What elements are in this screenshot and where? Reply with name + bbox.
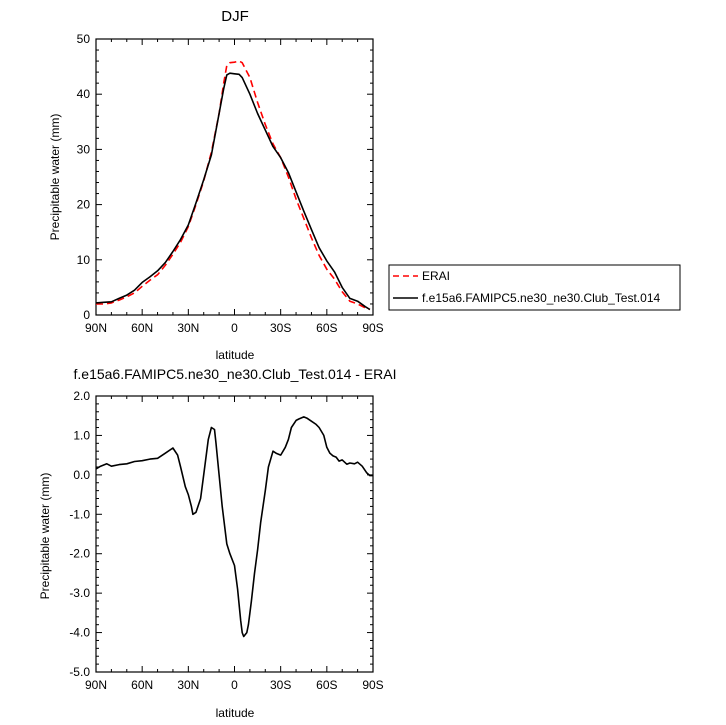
legend-label-erai: ERAI xyxy=(422,269,450,283)
top-chart-xtick-label: 60N xyxy=(131,321,153,335)
bottom-chart-title: f.e15a6.FAMIPC5.ne30_ne30.Club_Test.014 … xyxy=(74,366,397,382)
legend: ERAI f.e15a6.FAMIPC5.ne30_ne30.Club_Test… xyxy=(388,264,681,311)
bottom-chart-xtick-label: 60N xyxy=(131,678,153,692)
top-chart-plot-area: 90N 60N 30N 0 30S 60S 90S 0 10 20 30 40 50 xyxy=(77,32,384,335)
top-chart-xtick-label: 60S xyxy=(316,321,337,335)
bottom-chart-ytick-label: 0.0 xyxy=(73,468,90,482)
top-chart-xtick-label: 30S xyxy=(270,321,291,335)
bottom-chart-ytick-label: -3.0 xyxy=(69,586,90,600)
top-chart-xtick-label: 90N xyxy=(85,321,107,335)
bottom-chart-ylabel: Precipitable water (mm) xyxy=(38,473,52,600)
bottom-chart-ytick-label: -4.0 xyxy=(69,626,90,640)
top-chart-frame xyxy=(95,38,374,316)
bottom-chart-xtick-label: 60S xyxy=(316,678,337,692)
legend-box xyxy=(388,264,681,311)
top-chart-ytick-label: 30 xyxy=(77,142,91,156)
top-chart-xtick-label: 90S xyxy=(362,321,383,335)
bottom-chart-ytick-label: -1.0 xyxy=(69,507,90,521)
top-chart-xtick-label: 0 xyxy=(231,321,238,335)
bottom-chart-series-line-0 xyxy=(95,416,373,638)
legend-label-model: f.e15a6.FAMIPC5.ne30_ne30.Club_Test.014 xyxy=(422,291,660,305)
bottom-chart-ytick-label: 2.0 xyxy=(73,389,90,403)
top-chart-xtick-label: 30N xyxy=(177,321,199,335)
top-chart-ytick-label: 10 xyxy=(77,253,91,267)
top-chart-ytick-label: 20 xyxy=(77,198,91,212)
top-chart-xlabel: latitude xyxy=(216,348,255,362)
top-chart-ytick-label: 0 xyxy=(83,308,90,322)
top-chart-ylabel: Precipitable water (mm) xyxy=(48,114,62,241)
bottom-chart-frame xyxy=(95,395,374,673)
bottom-chart-xtick-label: 90S xyxy=(362,678,383,692)
bottom-chart-xtick-label: 90N xyxy=(85,678,107,692)
bottom-chart-plot-area: 90N 60N 30N 0 30S 60S 90S -5.0 -4.0 -3.0 -2.0 -1.0 0… xyxy=(69,389,383,692)
top-chart-ytick-label: 40 xyxy=(77,87,91,101)
bottom-chart-xlabel: latitude xyxy=(216,706,255,720)
top-chart-series-line-1 xyxy=(95,72,371,311)
bottom-chart-ytick-label: -2.0 xyxy=(69,547,90,561)
bottom-chart-xtick-label: 30S xyxy=(270,678,291,692)
top-chart-series-line-0 xyxy=(96,60,371,311)
top-chart-ytick-label: 50 xyxy=(77,32,91,46)
top-chart-title: DJF xyxy=(221,8,249,25)
bottom-chart-ytick-label: 1.0 xyxy=(73,428,90,442)
bottom-chart-xtick-label: 0 xyxy=(231,678,238,692)
bottom-chart-xtick-label: 30N xyxy=(177,678,199,692)
bottom-chart-ytick-label: -5.0 xyxy=(69,665,90,679)
